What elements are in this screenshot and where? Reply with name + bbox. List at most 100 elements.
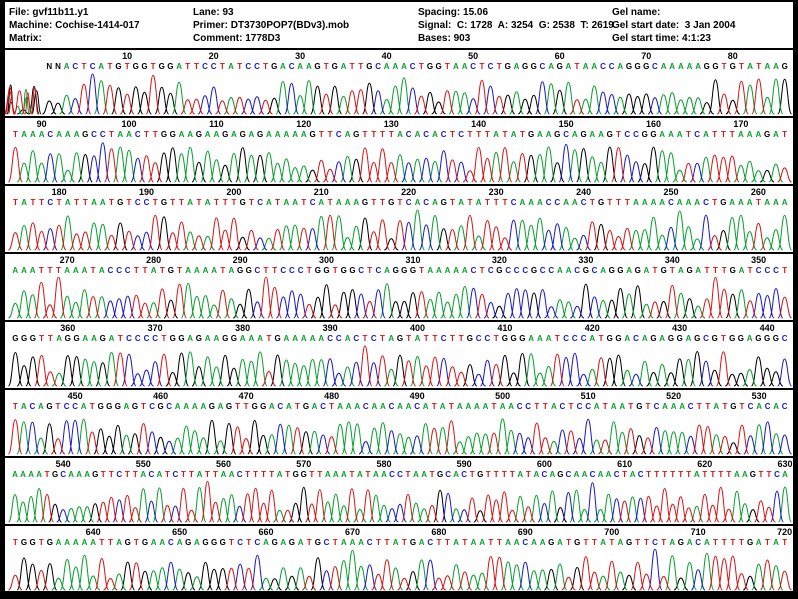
file-info: File: gvf11b11.y1 — [9, 7, 89, 18]
base-call: T — [189, 470, 194, 479]
position-label: 680 — [431, 527, 447, 537]
base-call: A — [21, 266, 27, 275]
base-call: C — [289, 266, 295, 275]
base-call: G — [763, 334, 771, 343]
base-call: T — [246, 538, 252, 547]
base-call: T — [755, 198, 761, 207]
base-call: A — [194, 266, 200, 275]
base-call: A — [183, 402, 190, 411]
position-label: 150 — [558, 119, 574, 129]
base-call: G — [712, 62, 719, 71]
base-call: A — [257, 334, 263, 343]
base-call: C — [571, 334, 578, 343]
position-label: 560 — [215, 459, 232, 469]
base-call: C — [277, 402, 284, 411]
base-call: T — [47, 266, 53, 275]
base-call: T — [635, 538, 641, 547]
base-call: A — [150, 538, 157, 547]
base-call: C — [414, 402, 420, 411]
chromatogram-panel-4: 270 280 290 300 310 320 330 340 350 A A A T T T A A A T A C C… — [5, 252, 793, 320]
base-call: A — [353, 198, 360, 207]
position-label: 370 — [147, 323, 163, 333]
base-call: T — [38, 538, 44, 547]
base-call: G — [711, 334, 718, 343]
base-call: A — [669, 538, 676, 547]
base-call: T — [583, 538, 589, 547]
base-call: A — [292, 130, 298, 139]
base-call: A — [773, 538, 779, 547]
base-call: C — [637, 470, 644, 479]
base-call: A — [670, 402, 677, 411]
base-call: T — [720, 130, 726, 139]
base-call: T — [222, 198, 228, 207]
base-call: A — [619, 402, 626, 411]
base-call: C — [774, 470, 780, 479]
base-call: A — [773, 130, 779, 139]
base-call: G — [650, 334, 657, 343]
base-call: A — [274, 130, 281, 139]
base-call: C — [168, 538, 174, 547]
base-call: C — [563, 130, 569, 139]
base-call: C — [375, 266, 382, 275]
position-label: 270 — [59, 255, 75, 265]
trace-a — [51, 351, 757, 387]
base-call: A — [557, 266, 563, 275]
base-call: C — [107, 266, 114, 275]
base-call: G — [349, 266, 356, 275]
base-call: T — [405, 470, 411, 479]
base-call: A — [589, 130, 596, 139]
base-call: T — [39, 334, 45, 343]
base-call: C — [134, 198, 141, 207]
base-call: T — [406, 334, 412, 343]
trace-plot — [8, 481, 792, 523]
trace-plot — [7, 142, 792, 183]
base-call: G — [20, 334, 28, 343]
base-call: A — [610, 402, 617, 411]
trace-c — [25, 418, 792, 455]
lane-info: Lane: 93 — [193, 7, 234, 18]
base-call: G — [185, 538, 192, 547]
base-call: C — [764, 402, 771, 411]
base-call: T — [662, 470, 668, 479]
base-call: T — [568, 402, 574, 411]
base-call: G — [230, 334, 238, 343]
base-call: G — [729, 266, 736, 275]
base-call: T — [349, 62, 355, 71]
base-call: A — [600, 538, 606, 547]
base-call: A — [340, 538, 347, 547]
position-label: 90 — [36, 119, 47, 129]
base-call: G — [504, 62, 511, 71]
base-call: A — [349, 538, 356, 547]
base-call: G — [260, 402, 267, 411]
base-call: A — [56, 130, 62, 139]
base-call: C — [63, 402, 70, 411]
header-column-file: File: gvf11b11.y1 Machine: Cochise-1414-… — [9, 6, 140, 45]
position-label: 50 — [468, 51, 479, 61]
base-call: A — [28, 470, 34, 479]
base-call: A — [297, 62, 304, 71]
base-call: T — [418, 62, 424, 71]
base-call: A — [280, 538, 287, 547]
base-call: T — [99, 538, 105, 547]
base-call: C — [280, 266, 287, 275]
base-call: G — [729, 334, 736, 343]
base-call: A — [64, 538, 71, 547]
base-call: T — [712, 198, 718, 207]
position-label: 690 — [517, 527, 533, 537]
base-call: A — [263, 538, 269, 547]
trace-g — [16, 557, 758, 591]
base-call: C — [703, 198, 709, 207]
base-call: G — [251, 402, 258, 411]
base-call: A — [421, 470, 427, 479]
base-call: A — [676, 130, 683, 139]
base-call: C — [591, 266, 598, 275]
base-call: C — [353, 334, 360, 343]
trace-g — [6, 78, 793, 115]
base-call: A — [185, 266, 192, 275]
base-call: T — [758, 470, 764, 479]
base-call: G — [208, 402, 216, 411]
base-call: G — [353, 130, 360, 139]
base-call: T — [493, 470, 499, 479]
base-call: C — [29, 402, 36, 411]
base-call: G — [636, 402, 643, 411]
